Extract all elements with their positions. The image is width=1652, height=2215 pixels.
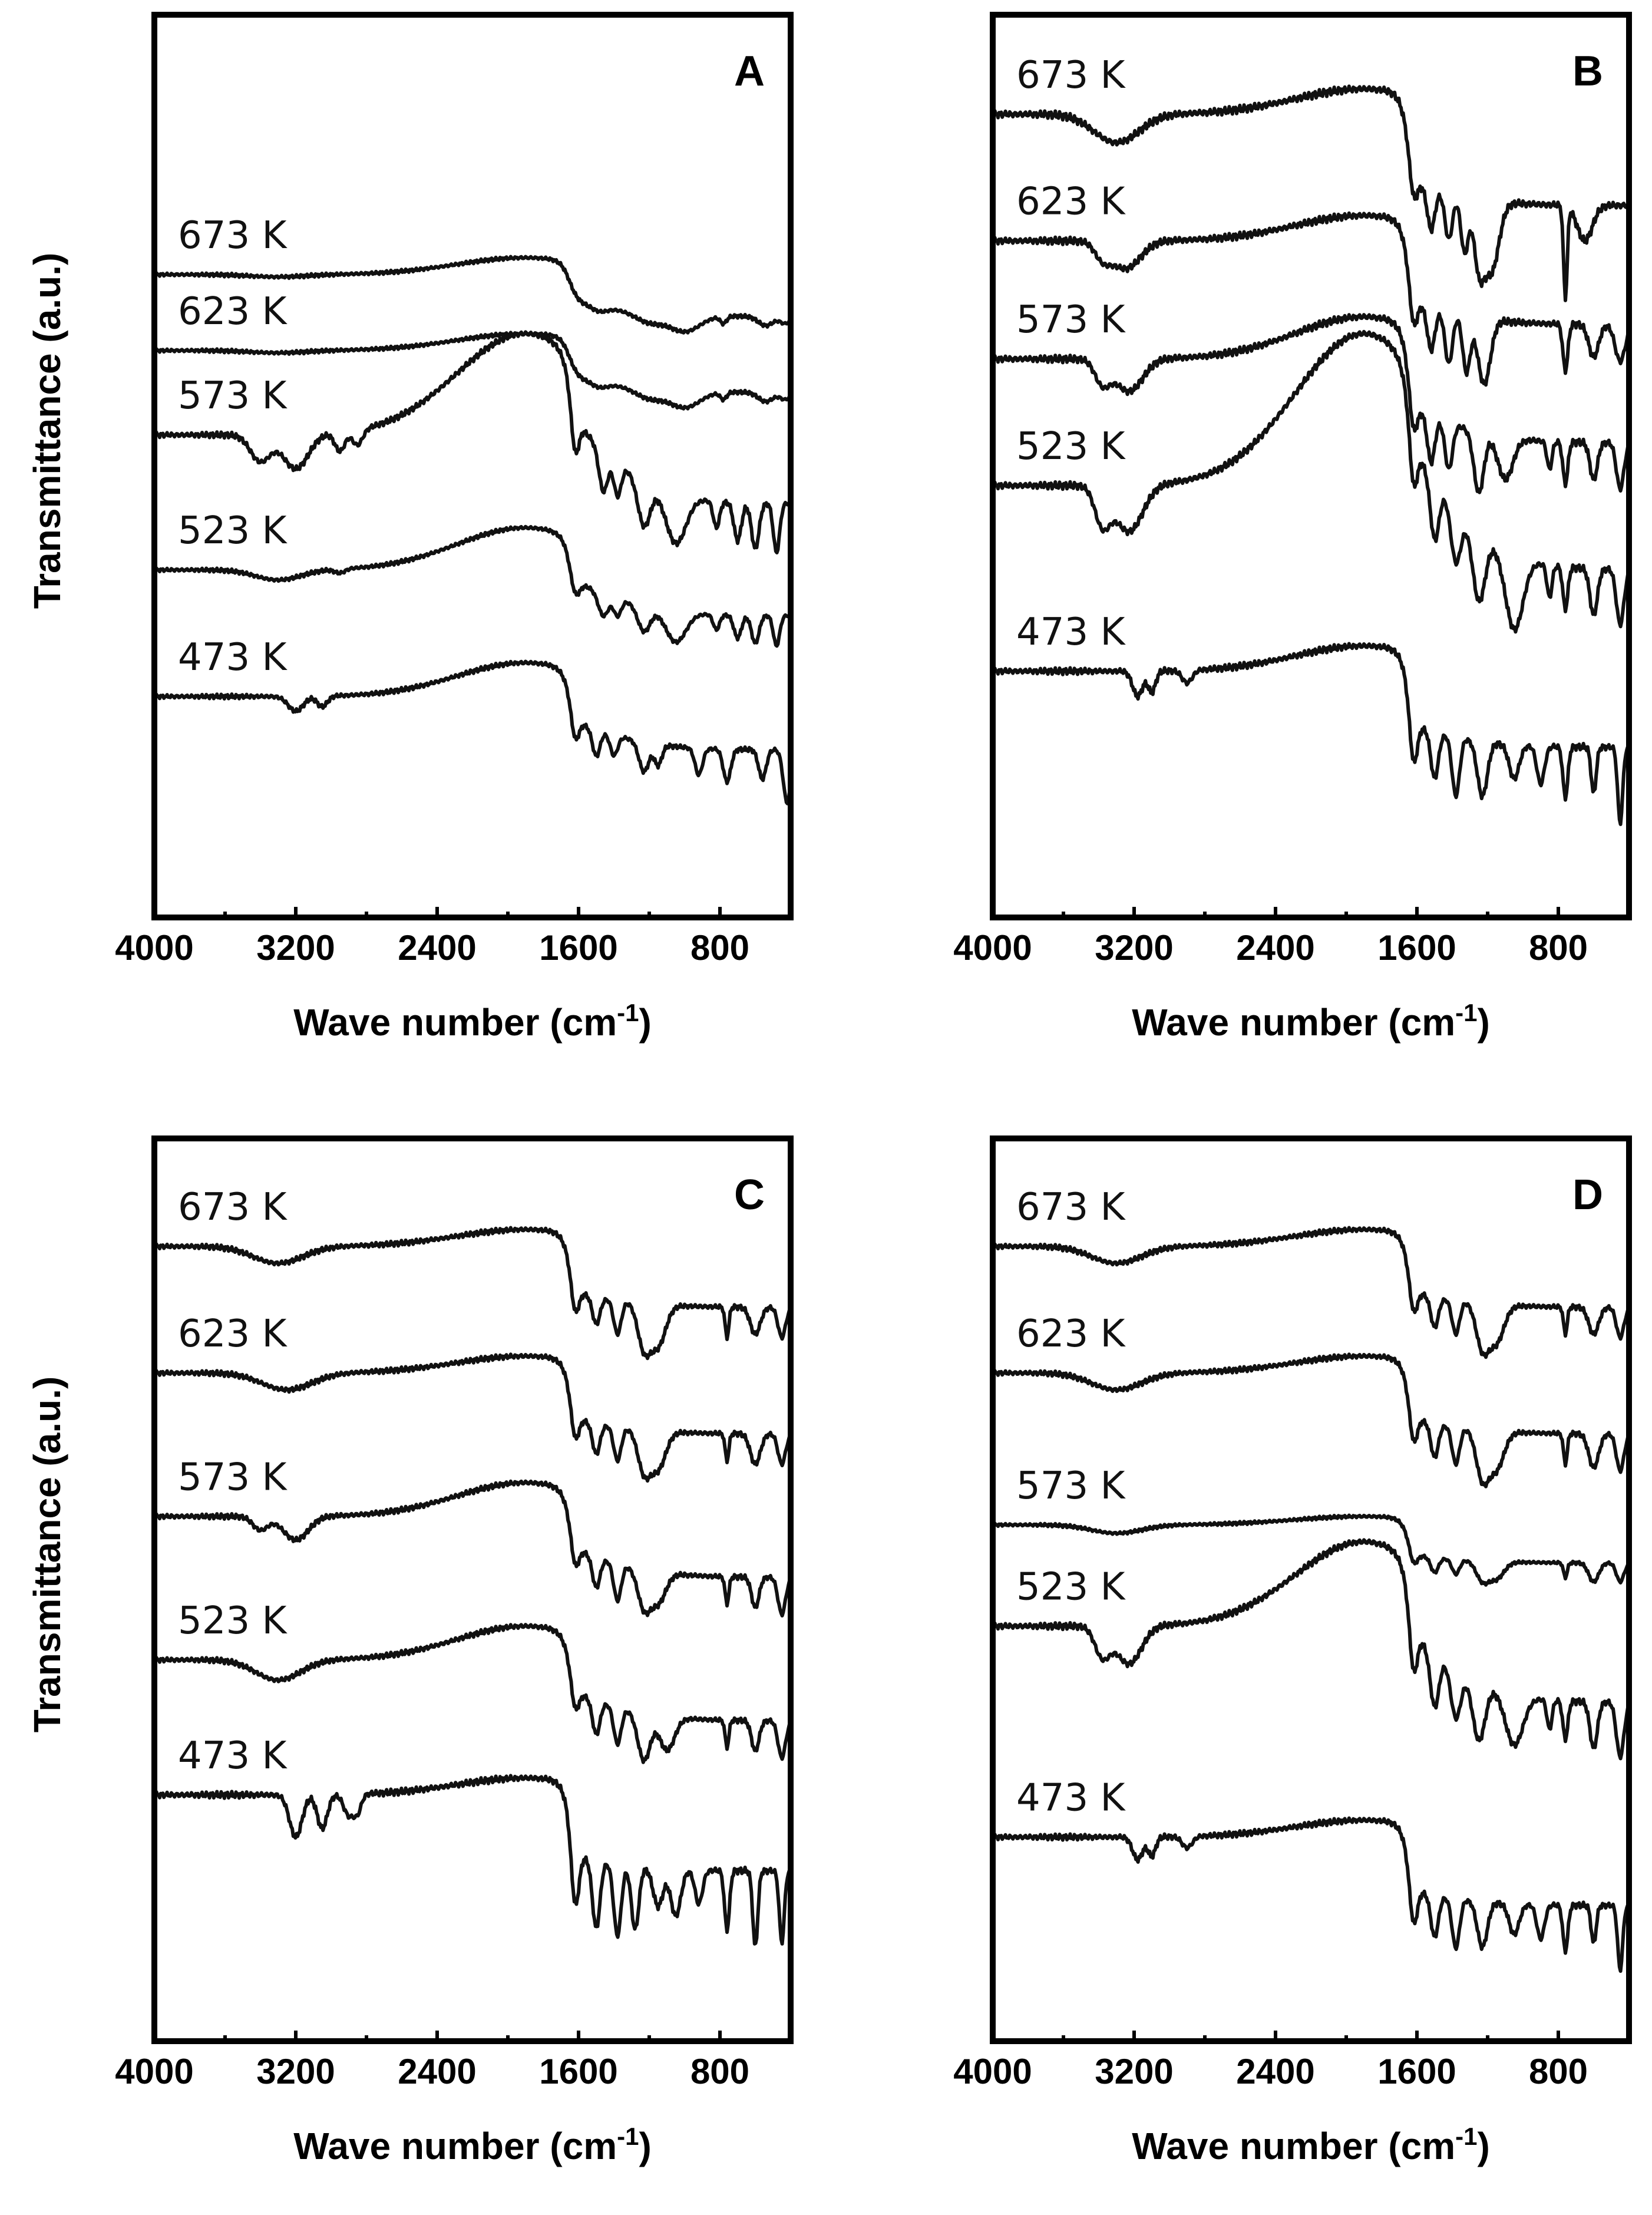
- y-axis-title: Transmittance (a.u.): [26, 253, 68, 609]
- x-tick-label: 4000: [115, 928, 193, 968]
- series-label: 523 K: [178, 1599, 288, 1643]
- spectrum-623k: [153, 1352, 792, 1483]
- plot-frame: [990, 12, 1632, 920]
- panel-A: 673 K 623 K 573 K 523 K 473 K 4000 3200 2400 160…: [26, 12, 794, 1044]
- series-label: 573 K: [1016, 1464, 1126, 1508]
- series-label: 673 K: [1016, 1186, 1126, 1229]
- spectrum-573k: [991, 1513, 1631, 1587]
- panel-C: 673 K 623 K 573 K 523 K 473 K 4000 3200 2400 160…: [26, 1135, 794, 2167]
- x-tick-label: 1600: [539, 2052, 617, 2091]
- series-label: 473 K: [178, 636, 288, 679]
- series-label: 623 K: [178, 290, 288, 334]
- x-tick-label: 800: [690, 928, 749, 968]
- series-label: 523 K: [1016, 425, 1126, 468]
- spectrum-523k: [991, 1538, 1631, 1761]
- series-label: 523 K: [178, 509, 288, 553]
- x-tick-label: 2400: [1236, 2052, 1314, 2091]
- series-label: 523 K: [1016, 1566, 1126, 1609]
- panel-letter: A: [734, 48, 765, 95]
- plot-frame: [151, 12, 794, 920]
- x-axis-title: Wave number (cm-1): [1132, 2122, 1490, 2167]
- spectrum-623k: [991, 211, 1631, 387]
- spectrum-673k: [153, 1226, 792, 1361]
- x-tick-label: 2400: [398, 928, 476, 968]
- panel-B: 673 K 623 K 573 K 523 K 473 K 4000 3200 2400 160…: [953, 12, 1632, 1044]
- x-tick-label: 4000: [115, 2052, 193, 2091]
- x-axis-title: Wave number (cm-1): [1132, 999, 1490, 1044]
- spectrum-623k: [991, 1352, 1631, 1488]
- x-tick-label: 3200: [1095, 2052, 1173, 2091]
- x-tick-label: 4000: [953, 928, 1032, 968]
- panel-letter: C: [734, 1171, 765, 1219]
- panel-D: 673 K 623 K 573 K 523 K 473 K 4000 3200 2400 160…: [953, 1135, 1632, 2167]
- spectrum-523k: [153, 524, 792, 648]
- x-tick-label: 1600: [1377, 928, 1456, 968]
- series-label: 473 K: [178, 1734, 288, 1778]
- spectrum-473k: [153, 659, 792, 806]
- x-tick-label: 800: [1529, 2052, 1588, 2091]
- spectrum-523k: [153, 1623, 792, 1764]
- series-label: 473 K: [1016, 610, 1126, 654]
- y-axis-title: Transmittance (a.u.): [26, 1376, 68, 1733]
- spectrum-473k: [991, 1816, 1631, 1973]
- spectrum-673k: [991, 84, 1631, 302]
- series-label: 623 K: [1016, 1312, 1126, 1356]
- x-tick-label: 3200: [256, 928, 335, 968]
- x-tick-label: 800: [1529, 928, 1588, 968]
- x-axis-title: Wave number (cm-1): [293, 999, 652, 1044]
- x-tick-label: 3200: [256, 2052, 335, 2091]
- x-tick-label: 2400: [398, 2052, 476, 2091]
- series-label: 673 K: [178, 214, 288, 258]
- series-label: 473 K: [1016, 1777, 1126, 1820]
- panel-letter: B: [1572, 48, 1603, 95]
- x-tick-label: 4000: [953, 2052, 1032, 2091]
- series-label: 623 K: [1016, 180, 1126, 224]
- spectrum-573k: [991, 313, 1631, 494]
- spectrum-673k: [991, 1226, 1631, 1359]
- panel-letter: D: [1572, 1171, 1603, 1219]
- x-tick-label: 3200: [1095, 928, 1173, 968]
- x-tick-label: 800: [690, 2052, 749, 2091]
- plot-frame: [990, 1135, 1632, 2044]
- spectrum-573k: [153, 330, 792, 554]
- spectrum-473k: [153, 1774, 792, 1946]
- spectrum-473k: [991, 642, 1631, 826]
- x-axis-title: Wave number (cm-1): [293, 2122, 652, 2167]
- x-tick-label: 1600: [539, 928, 617, 968]
- series-label: 573 K: [178, 374, 288, 418]
- x-tick-label: 2400: [1236, 928, 1314, 968]
- series-label: 673 K: [178, 1186, 288, 1229]
- x-tick-label: 1600: [1377, 2052, 1456, 2091]
- series-label: 573 K: [178, 1455, 288, 1499]
- series-label: 673 K: [1016, 54, 1126, 97]
- spectrum-623k: [153, 331, 792, 411]
- series-label: 623 K: [178, 1312, 288, 1356]
- series-label: 573 K: [1016, 298, 1126, 342]
- spectrum-523k: [991, 329, 1631, 634]
- spectrum-673k: [153, 255, 792, 335]
- plot-frame: [151, 1135, 794, 2044]
- spectrum-573k: [153, 1479, 792, 1617]
